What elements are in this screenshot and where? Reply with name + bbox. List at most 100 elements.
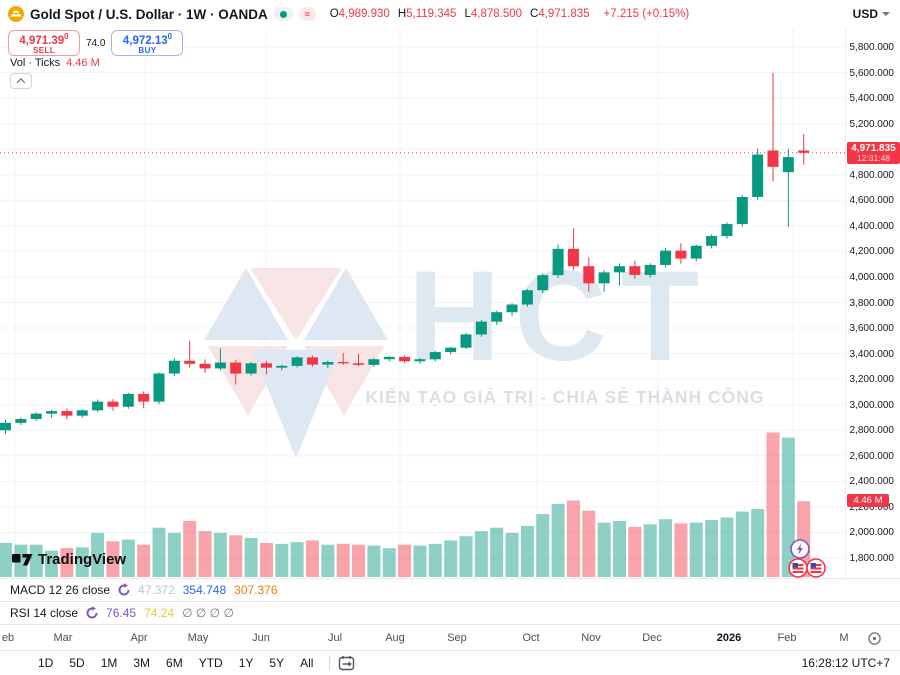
candle-body — [307, 357, 318, 365]
time-axis-month-label: Aug — [385, 632, 405, 644]
volume-bar — [45, 550, 59, 577]
timeframe-button-6m[interactable]: 6M — [166, 656, 183, 670]
volume-bars — [0, 432, 811, 577]
volume-bar — [520, 526, 534, 577]
collapse-legend-button[interactable] — [10, 73, 32, 89]
candle-body — [614, 266, 625, 273]
volume-axis-label: 4.46 M — [847, 494, 889, 508]
price-tick-label: 5,200.000 — [849, 118, 895, 130]
volume-bar — [152, 527, 166, 577]
earnings-event-icon[interactable] — [790, 539, 810, 564]
currency-dropdown[interactable]: USD — [853, 7, 890, 21]
tradingview-logo[interactable]: TradingView — [12, 551, 126, 568]
time-axis-month-label: M — [839, 632, 849, 644]
volume-bar — [720, 517, 734, 577]
session-clock[interactable]: 16:28:12 UTC+7 — [801, 656, 890, 670]
timeframe-button-5d[interactable]: 5D — [69, 656, 85, 670]
candle-body — [629, 266, 641, 275]
volume-bar — [290, 542, 304, 577]
price-tick-label: 2,400.000 — [849, 476, 895, 488]
timezone-settings-icon[interactable] — [867, 631, 882, 646]
price-tick-label: 3,000.000 — [849, 399, 895, 411]
price-tick-label: 1,800.000 — [849, 553, 895, 564]
candle-body — [798, 150, 810, 153]
candle-body — [260, 363, 272, 368]
candle-body — [214, 362, 226, 369]
timeframe-button-ytd[interactable]: YTD — [198, 656, 223, 670]
chevron-up-icon — [16, 78, 26, 87]
candle-body — [598, 272, 610, 284]
buy-button[interactable]: 4,972.130 BUY — [111, 30, 184, 56]
indicator-value: 354.748 — [182, 583, 227, 597]
symbol-title[interactable]: Gold Spot / U.S. Dollar · 1W · OANDA — [30, 6, 268, 22]
volume-bar — [183, 520, 197, 577]
timeframe-button-1m[interactable]: 1M — [100, 656, 118, 670]
sell-button[interactable]: 4,971.390 SELL — [8, 30, 80, 56]
candle-body — [567, 248, 579, 267]
volume-bar — [536, 514, 550, 577]
volume-bar — [689, 522, 703, 577]
volume-bar — [705, 520, 719, 577]
us-economic-event-icon-2[interactable] — [806, 558, 826, 583]
timeframe-button-1d[interactable]: 1D — [38, 656, 54, 670]
price-tick-label: 5,400.000 — [849, 93, 895, 105]
price-tick-label: 5,800.000 — [849, 42, 895, 53]
candle-body — [184, 360, 196, 364]
volume-bar — [735, 511, 749, 577]
rsi-label: RSI 14 close — [10, 606, 79, 620]
volume-bar — [275, 543, 289, 577]
volume-bar — [751, 509, 765, 577]
candle-body — [122, 393, 134, 407]
candle-body — [521, 290, 533, 305]
volume-bar — [198, 531, 212, 577]
timeframe-button-5y[interactable]: 5Y — [269, 656, 285, 670]
indicator-value: 307.376 — [234, 583, 278, 597]
gold-coin-icon — [8, 6, 24, 22]
price-tick-label: 2,800.000 — [849, 425, 895, 437]
price-axis[interactable]: 1,800.000 2,000.000 2,200.000 2,400.000 2,60… — [845, 28, 900, 624]
candle-body — [675, 250, 687, 259]
loading-sync-icon — [86, 606, 98, 619]
go-to-date-icon[interactable] — [338, 655, 356, 671]
currency-label: USD — [852, 7, 878, 21]
volume-bar — [674, 523, 688, 577]
volume-bar — [0, 543, 12, 577]
time-axis[interactable]: eb Mar Apr May Jun Jul Aug Sep Oct Nov Dec 2026 Feb M — [0, 624, 900, 650]
price-change: +7.215 (+0.15%) — [603, 8, 690, 20]
candle-body — [552, 248, 564, 276]
time-axis-month-label: Oct — [522, 632, 540, 644]
timeframe-button-all[interactable]: All — [300, 656, 314, 670]
volume-bar — [613, 520, 626, 577]
volume-bar — [444, 540, 458, 577]
tradingview-logo-icon — [12, 554, 33, 566]
candle-body — [153, 373, 165, 402]
volume-bar — [413, 545, 427, 577]
macd-indicator-row[interactable]: MACD 12 26 close 47.372 354.748 307.376 — [0, 578, 900, 601]
volume-bar — [643, 524, 657, 577]
volume-bar — [367, 545, 381, 577]
timeframe-button-1y[interactable]: 1Y — [238, 656, 254, 670]
time-axis-month-label: Mar — [53, 632, 73, 644]
volume-indicator-row[interactable]: Vol · Ticks 4.46 M — [10, 57, 100, 69]
candle-body — [291, 357, 303, 366]
market-open-indicator[interactable] — [273, 7, 293, 21]
us-economic-event-icon[interactable] — [788, 558, 808, 583]
price-tick-label: 3,800.000 — [849, 297, 895, 309]
ohlc-item: O4,989.930 — [329, 8, 390, 20]
time-axis-month-label: Dec — [642, 632, 662, 644]
volume-bar — [781, 437, 795, 577]
watermark-tagline: KIẾN TẠO GIÁ TRỊ - CHIA SẺ THÀNH CÔNG — [366, 386, 765, 407]
rsi-indicator-row[interactable]: RSI 14 close 76.45 74.24 ∅ ∅ ∅ ∅ — [0, 601, 900, 624]
indicator-value: 74.24 — [144, 606, 175, 620]
volume-bar — [137, 544, 151, 577]
volume-bar — [29, 544, 43, 577]
ideas-pill-icon[interactable]: ≈ — [298, 7, 316, 21]
candle-body — [322, 362, 334, 365]
watermark-gem-facet — [304, 268, 388, 340]
timeframe-button-3m[interactable]: 3M — [133, 656, 151, 670]
volume-bar — [628, 526, 642, 577]
candle-body — [491, 312, 503, 322]
price-tick-label: 3,200.000 — [849, 374, 895, 386]
